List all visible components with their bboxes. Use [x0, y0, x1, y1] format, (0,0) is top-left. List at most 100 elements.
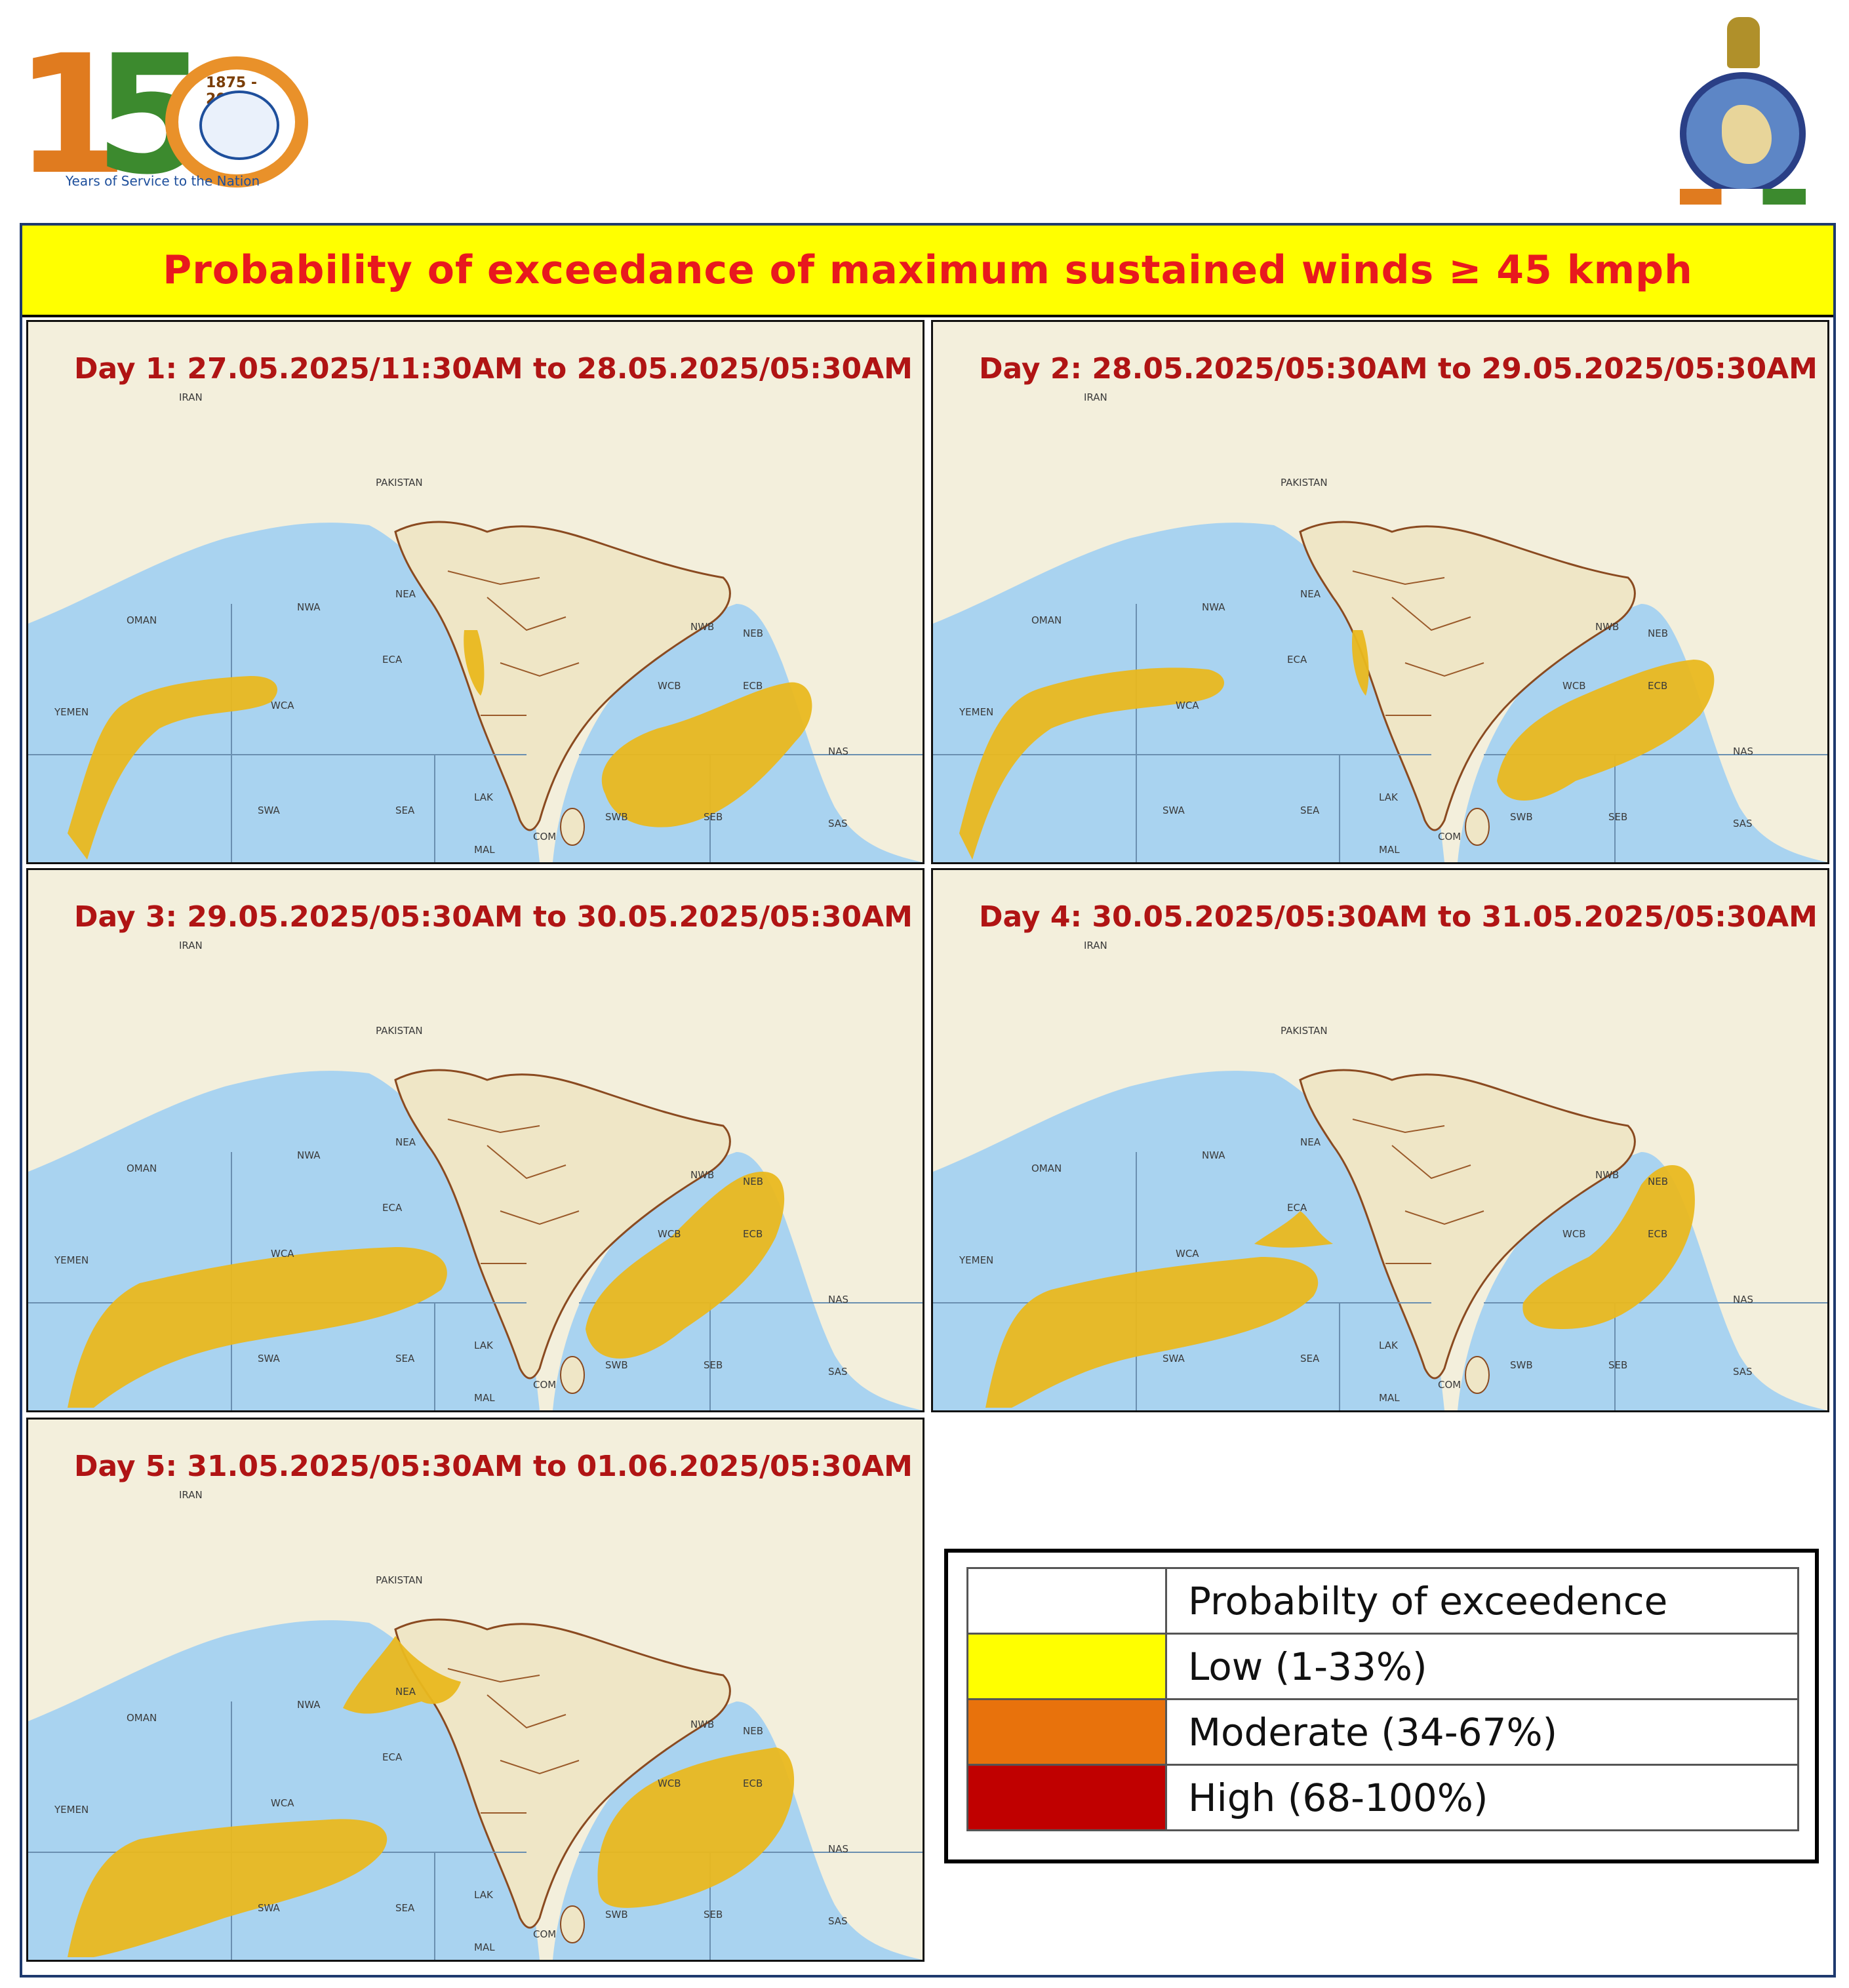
forecast-area-2 — [586, 1172, 785, 1359]
sea-area-grid — [933, 604, 1827, 862]
map-canvas: PAKISTAN IRAN OMAN YEMEN NWA NEA ECA WCA SWA SEA L… — [933, 870, 1827, 1410]
map-canvas: PAKISTAN IRAN OMAN YEMEN NWA NEA ECA WCA SWA SEA L… — [28, 322, 923, 862]
forecast-area-2 — [1522, 1165, 1695, 1329]
map-label-com: COM — [1438, 831, 1461, 843]
arabian-sea — [28, 523, 540, 862]
forecast-area-3 — [1254, 1211, 1333, 1248]
map-label-swb: SWB — [605, 811, 628, 823]
imd-emblem-icon — [1673, 17, 1814, 205]
map-label-mal: MAL — [1379, 844, 1400, 856]
forecast-area-1 — [68, 1247, 447, 1408]
map-label-mal: MAL — [474, 1941, 495, 1953]
forecast-area-2 — [1497, 660, 1715, 801]
sri-lanka — [560, 1356, 585, 1394]
forecast-area-3 — [343, 1636, 461, 1714]
lion-capital-icon — [1727, 17, 1760, 68]
forecast-area-2 — [601, 682, 812, 827]
map-label-oman: OMAN — [1031, 614, 1062, 626]
map-label-nwb: NWB — [690, 1719, 714, 1730]
map-canvas: PAKISTAN IRAN OMAN YEMEN NWA NEA ECA WCA SWA SEA L… — [28, 1420, 923, 1960]
map-label-pakistan: PAKISTAN — [1281, 1025, 1328, 1037]
map-label-swa: SWA — [1163, 805, 1185, 816]
map-label-swb: SWB — [605, 1359, 628, 1371]
map-label-nas: NAS — [828, 746, 848, 757]
map-label-oman: OMAN — [1031, 1163, 1062, 1174]
state-boundaries — [447, 570, 580, 716]
map-label-wca: WCA — [271, 700, 294, 711]
map-label-yemen: YEMEN — [959, 706, 993, 718]
panel-label: Day 3: 29.05.2025/05:30AM to 30.05.2025/… — [74, 900, 913, 934]
map-label-mal: MAL — [474, 844, 495, 856]
forecast-area-1 — [959, 667, 1224, 860]
map-label-com: COM — [1438, 1379, 1461, 1391]
india-landmass — [394, 521, 731, 831]
map-label-nwb: NWB — [1595, 621, 1619, 633]
map-label-nwb: NWB — [690, 621, 714, 633]
page-title: Probability of exceedance of maximum sus… — [163, 247, 1693, 293]
map-label-wcb: WCB — [1562, 680, 1586, 692]
logo-zero-ring-icon: 1875 - 2025 — [165, 56, 308, 188]
state-boundaries — [1352, 1119, 1484, 1264]
map-label-nwa: NWA — [297, 1699, 321, 1711]
india-landmass — [394, 1618, 731, 1929]
map-label-sas: SAS — [828, 1366, 848, 1378]
forecast-area-3 — [1352, 630, 1369, 696]
map-panel-day-3: PAKISTAN IRAN OMAN YEMEN NWA NEA ECA WCA SWA SEA L… — [26, 868, 924, 1412]
map-label-wca: WCA — [1176, 1248, 1199, 1260]
map-label-sas: SAS — [828, 1915, 848, 1927]
map-label-pakistan: PAKISTAN — [376, 477, 423, 488]
map-label-eca: ECA — [1287, 654, 1307, 666]
map-label-pakistan: PAKISTAN — [1281, 477, 1328, 488]
map-label-nwa: NWA — [1202, 601, 1225, 613]
panel-label: Day 5: 31.05.2025/05:30AM to 01.06.2025/… — [74, 1450, 913, 1483]
state-boundaries — [1352, 570, 1484, 716]
map-label-lak: LAK — [474, 1340, 494, 1351]
map-label-wca: WCA — [271, 1797, 294, 1809]
map-label-yemen: YEMEN — [54, 1804, 89, 1816]
map-label-nea: NEA — [395, 588, 416, 600]
legend-label-high: High (68-100%) — [1165, 1764, 1799, 1831]
map-label-swb: SWB — [1510, 1359, 1533, 1371]
map-label-wca: WCA — [1176, 700, 1199, 711]
imd-150-years-logo: 1 5 1875 - 2025 Years of Service to the … — [14, 20, 316, 210]
map-label-wca: WCA — [271, 1248, 294, 1260]
logo-digit-one: 1 — [14, 20, 129, 210]
map-label-nwb: NWB — [690, 1169, 714, 1181]
map-label-oman: OMAN — [127, 1712, 157, 1724]
map-label-nea: NEA — [1300, 588, 1321, 600]
map-label-sea: SEA — [395, 1902, 415, 1914]
legend-swatch-low — [966, 1633, 1167, 1700]
forecast-area-3 — [464, 630, 485, 696]
map-panel-day-5: PAKISTAN IRAN OMAN YEMEN NWA NEA ECA WCA SWA SEA L… — [26, 1418, 924, 1962]
map-label-iran: IRAN — [179, 940, 203, 951]
legend-label-low: Low (1-33%) — [1165, 1633, 1799, 1700]
legend-blank-cell — [966, 1567, 1167, 1635]
map-label-seb: SEB — [704, 811, 723, 823]
map-label-ecb: ECB — [1648, 1228, 1667, 1240]
map-label-neb: NEB — [743, 1725, 763, 1737]
map-label-oman: OMAN — [127, 614, 157, 626]
sri-lanka — [1465, 1356, 1490, 1394]
map-label-iran: IRAN — [1084, 391, 1107, 403]
map-label-lak: LAK — [1379, 1340, 1399, 1351]
map-panel-day-2: PAKISTAN IRAN OMAN YEMEN NWA NEA ECA WCA SWA SEA L… — [931, 320, 1829, 864]
sea-area-grid — [28, 604, 923, 862]
map-label-nwb: NWB — [1595, 1169, 1619, 1181]
map-label-seb: SEB — [704, 1909, 723, 1920]
map-label-pakistan: PAKISTAN — [376, 1574, 423, 1586]
legend-swatch-moderate — [966, 1698, 1167, 1766]
map-label-nas: NAS — [828, 1843, 848, 1855]
map-label-mal: MAL — [474, 1392, 495, 1404]
map-label-oman: OMAN — [127, 1163, 157, 1174]
map-label-wcb: WCB — [658, 1228, 681, 1240]
map-label-wcb: WCB — [658, 1778, 681, 1789]
map-label-seb: SEB — [1608, 811, 1627, 823]
map-label-swa: SWA — [258, 1353, 281, 1364]
map-label-lak: LAK — [474, 1889, 494, 1901]
legend-header: Probabilty of exceedence — [1165, 1567, 1799, 1635]
map-label-ecb: ECB — [743, 1228, 763, 1240]
map-label-nea: NEA — [395, 1686, 416, 1698]
map-label-yemen: YEMEN — [54, 1254, 89, 1266]
map-label-sea: SEA — [1300, 805, 1320, 816]
map-label-swa: SWA — [1163, 1353, 1185, 1364]
